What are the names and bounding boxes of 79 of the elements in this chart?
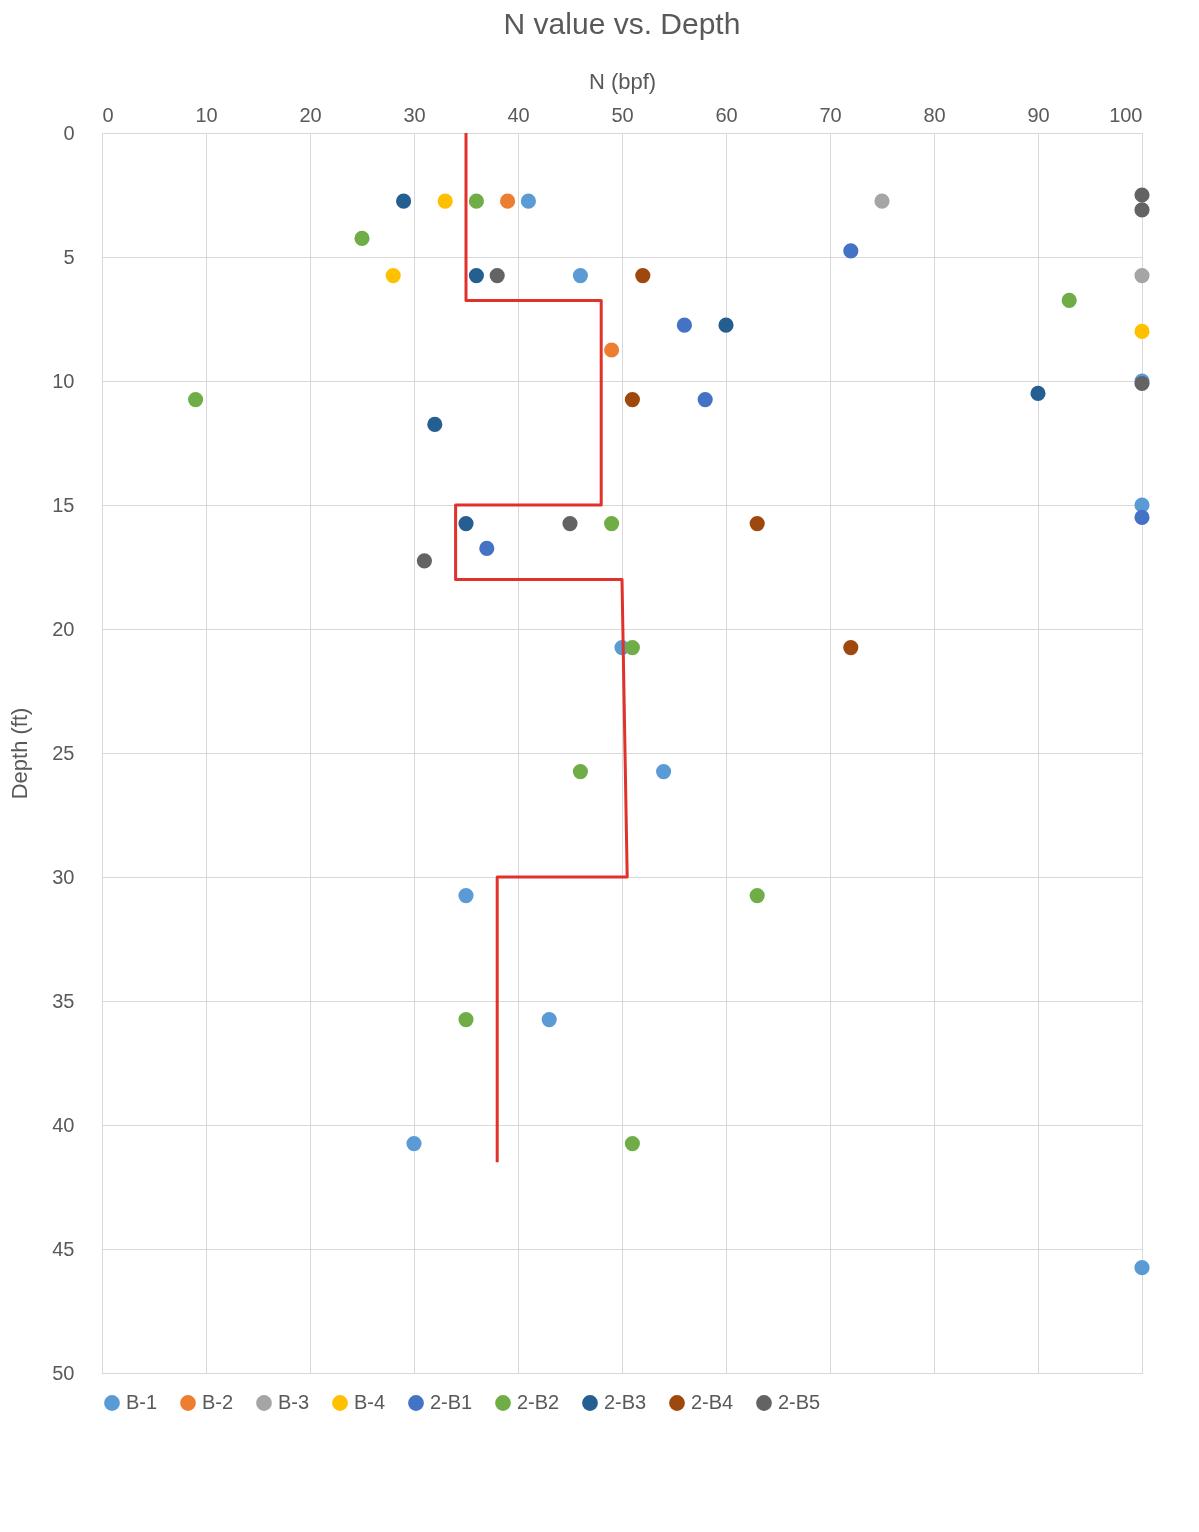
y-tick-label: 15 [52,493,75,516]
y-tick-label: 10 [52,369,75,392]
y-tick-label: 0 [63,121,75,144]
point [354,230,370,246]
chart-title: N value vs. Depth [503,7,741,40]
point [437,193,453,209]
point [656,764,672,780]
x-tick-label: 60 [715,103,738,126]
y-tick-label: 20 [52,617,75,640]
point [468,268,484,284]
x-tick-label: 10 [195,103,218,126]
x-tick-label: 0 [102,103,114,126]
point [1134,323,1150,339]
point [624,392,640,408]
point [406,1136,422,1152]
point [697,392,713,408]
legend-label: B-4 [354,1391,386,1413]
x-tick-label: 80 [923,103,946,126]
point [479,540,495,556]
legend-label: 2-B1 [430,1391,473,1413]
line-series [454,131,629,1164]
point [1134,187,1150,203]
point [624,640,640,656]
point [624,1136,640,1152]
y-tick-label: 35 [52,989,75,1012]
point [1134,509,1150,525]
point [572,268,588,284]
point [385,268,401,284]
point [604,342,620,358]
y-tick-label: 5 [63,245,75,268]
point [843,243,859,259]
y-tick-label: 45 [52,1237,75,1260]
point [1134,1260,1150,1276]
y-axis-title: Depth (ft) [7,707,33,800]
y-tick-label: 50 [52,1361,75,1384]
x-tick-label: 20 [299,103,322,126]
point [1061,292,1077,308]
x-tick-label: 40 [507,103,530,126]
point [500,193,516,209]
point [458,888,474,904]
legend-label: B-1 [126,1391,158,1413]
point [489,268,505,284]
x-tick-label: 30 [403,103,426,126]
legend-label: B-3 [278,1391,310,1413]
legend-label: B-2 [202,1391,234,1413]
legend-label: 2-B3 [604,1391,647,1413]
x-tick-label: 100 [1109,103,1143,126]
x-tick-label: 90 [1027,103,1050,126]
point [749,888,765,904]
point [458,1012,474,1028]
point [718,317,734,333]
point [427,416,443,432]
x-axis-title: N (bpf) [588,68,657,94]
point [188,392,204,408]
point [749,516,765,532]
point [416,553,432,569]
point [468,193,484,209]
point [1134,268,1150,284]
legend-label: 2-B2 [517,1391,560,1413]
point [520,193,536,209]
point [541,1012,557,1028]
y-tick-label: 30 [52,865,75,888]
point [396,193,412,209]
point [562,516,578,532]
point [676,317,692,333]
point [843,640,859,656]
point [604,516,620,532]
legend-label: 2-B5 [778,1391,821,1413]
point [458,516,474,532]
x-tick-label: 70 [819,103,842,126]
x-tick-label: 50 [611,103,634,126]
point [635,268,651,284]
point [572,764,588,780]
y-tick-label: 40 [52,1113,75,1136]
y-tick-label: 25 [52,741,75,764]
point [1134,202,1150,218]
point [874,193,890,209]
legend-label: 2-B4 [691,1391,734,1413]
point [1030,385,1046,401]
